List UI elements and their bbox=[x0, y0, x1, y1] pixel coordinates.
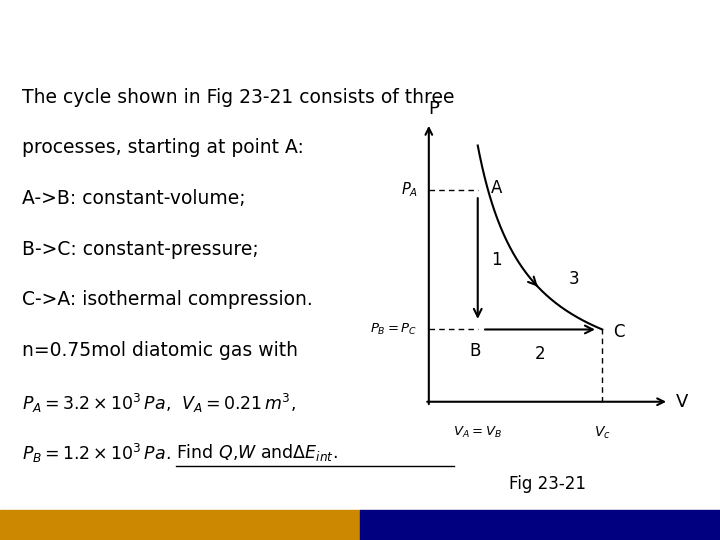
Text: $P_B = P_C$: $P_B = P_C$ bbox=[370, 322, 418, 337]
Text: $V_c$: $V_c$ bbox=[594, 425, 611, 441]
Text: C->A: isothermal compression.: C->A: isothermal compression. bbox=[22, 291, 312, 309]
Text: P: P bbox=[428, 100, 438, 118]
Text: Sample problem 23-9: Sample problem 23-9 bbox=[13, 28, 330, 53]
Text: n=0.75mol diatomic gas with: n=0.75mol diatomic gas with bbox=[22, 341, 297, 360]
Text: A->B: constant-volume;: A->B: constant-volume; bbox=[22, 189, 246, 208]
Text: B: B bbox=[470, 342, 481, 360]
Text: Fig 23-21: Fig 23-21 bbox=[509, 475, 585, 492]
Text: processes, starting at point A:: processes, starting at point A: bbox=[22, 138, 303, 158]
Text: 2: 2 bbox=[535, 345, 545, 363]
Text: $P_A = 3.2 \times 10^3\,Pa$,  $V_A = 0.21\,m^3$,: $P_A = 3.2 \times 10^3\,Pa$, $V_A = 0.21… bbox=[22, 392, 295, 415]
Bar bbox=[360, 510, 720, 540]
Text: $V_A = V_B$: $V_A = V_B$ bbox=[454, 425, 502, 440]
Text: A: A bbox=[491, 179, 503, 197]
Text: Find $Q$,$W$ and$\Delta E_{int}$.: Find $Q$,$W$ and$\Delta E_{int}$. bbox=[176, 442, 338, 463]
Text: $P_A$: $P_A$ bbox=[400, 181, 418, 199]
Text: V: V bbox=[675, 393, 688, 411]
Text: B->C: constant-pressure;: B->C: constant-pressure; bbox=[22, 240, 258, 259]
Text: 3: 3 bbox=[569, 270, 580, 288]
Bar bbox=[0, 510, 360, 540]
Text: 1: 1 bbox=[491, 251, 502, 269]
Text: The cycle shown in Fig 23-21 consists of three: The cycle shown in Fig 23-21 consists of… bbox=[22, 88, 454, 107]
Text: C: C bbox=[613, 323, 625, 341]
Text: $P_B = 1.2 \times 10^3\,Pa$.: $P_B = 1.2 \times 10^3\,Pa$. bbox=[22, 442, 171, 465]
